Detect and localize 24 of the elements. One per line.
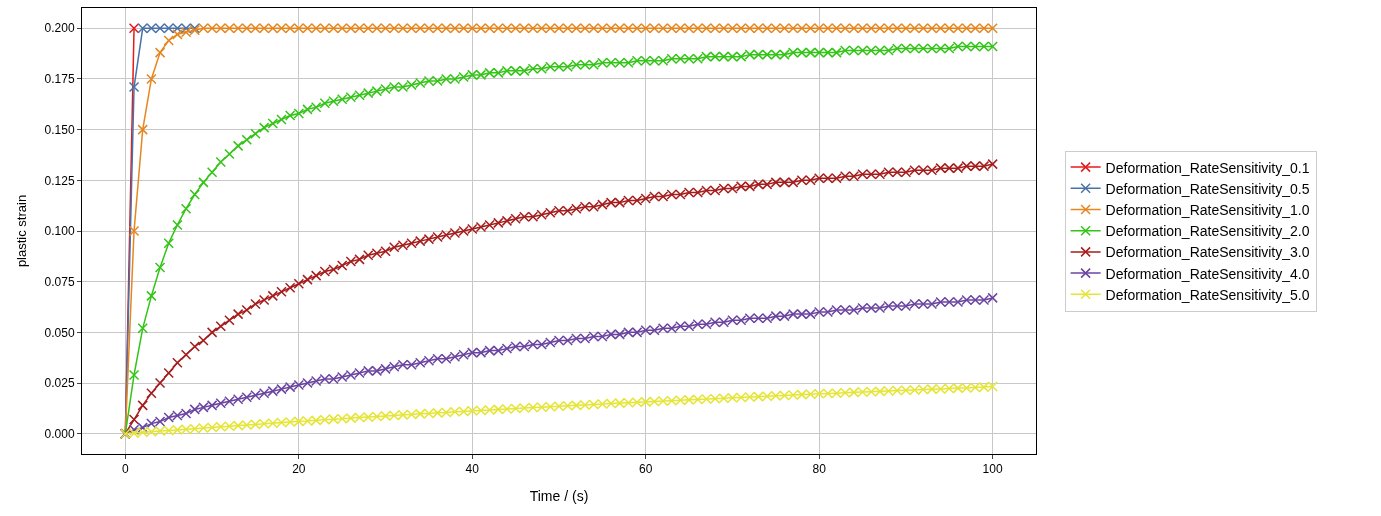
x-tick-label: 100	[982, 462, 1003, 477]
x-tick-label: 0	[122, 462, 130, 477]
x-tick-label: 20	[292, 462, 306, 477]
y-tick-label: 0.025	[44, 376, 75, 391]
y-tick-label: 0.150	[44, 122, 75, 137]
legend-label: Deformation_RateSensitivity_3.0	[1105, 244, 1310, 261]
legend-label: Deformation_RateSensitivity_1.0	[1105, 201, 1310, 218]
y-tick-label: 0.075	[44, 274, 75, 289]
x-tick-label: 40	[465, 462, 480, 477]
legend-label: Deformation_RateSensitivity_4.0	[1105, 265, 1310, 282]
y-tick-label: 0.175	[44, 72, 75, 87]
y-axis-title: plastic strain	[13, 194, 29, 268]
legend-label: Deformation_RateSensitivity_0.5	[1105, 180, 1310, 197]
x-tick-label: 60	[639, 462, 653, 477]
y-tick-label: 0.100	[44, 224, 75, 239]
y-tick-label: 0.050	[44, 325, 75, 340]
x-tick-label: 80	[812, 462, 827, 477]
x-axis-title: Time / (s)	[529, 487, 589, 504]
legend-label: Deformation_RateSensitivity_5.0	[1105, 286, 1310, 303]
y-tick-label: 0.200	[44, 21, 75, 36]
legend-label: Deformation_RateSensitivity_0.1	[1105, 159, 1310, 176]
y-tick-label: 0.125	[44, 173, 75, 188]
legend-label: Deformation_RateSensitivity_2.0	[1105, 223, 1310, 240]
y-tick-label: 0.000	[44, 426, 75, 441]
